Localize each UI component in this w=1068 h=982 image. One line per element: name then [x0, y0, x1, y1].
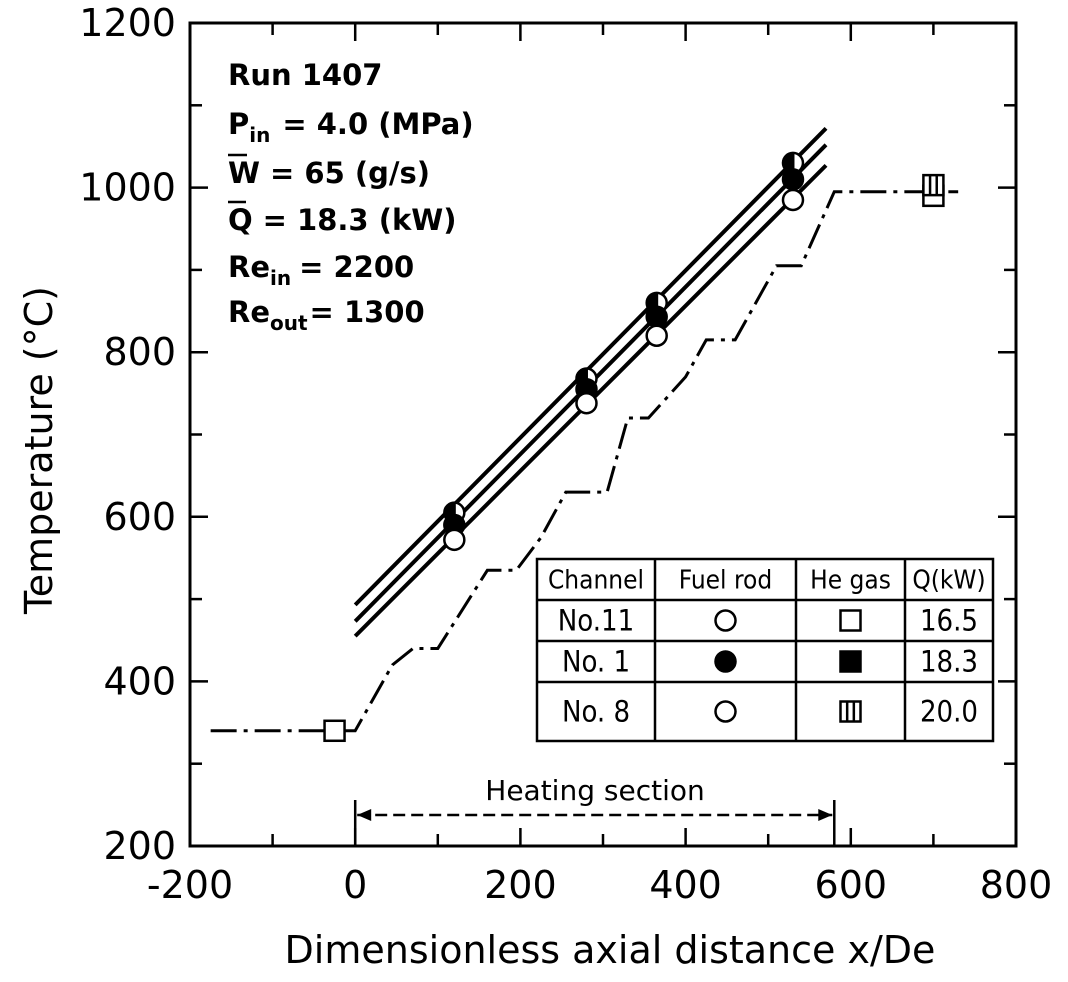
reout-label: Re: [228, 295, 270, 329]
legend-header-cell: Fuel rod: [679, 566, 772, 596]
rein-value: = 2200: [299, 250, 414, 284]
legend-channel-cell: No.11: [558, 604, 634, 638]
pin-value: = 4.0 (MPa): [282, 107, 473, 141]
data-markers: [323, 151, 945, 743]
rein-line: Rein = 2200: [228, 250, 414, 290]
q-value: = 18.3 (kW): [263, 203, 457, 237]
legend-gas-marker: [839, 609, 862, 632]
x-tick-label: -200: [147, 863, 233, 907]
legend-fuel-marker: [714, 700, 737, 723]
legend-header-cell: Channel: [548, 566, 644, 596]
reout-sub: out: [270, 311, 308, 335]
reout-value: = 1300: [310, 295, 425, 329]
heating-section-arrowhead-left: [357, 809, 372, 821]
pin-label: P: [228, 107, 249, 141]
he-gas-point: [922, 173, 945, 197]
legend-table-border: [535, 557, 995, 743]
pin-line: Pin = 4.0 (MPa): [228, 107, 474, 147]
y-tick-label: 600: [103, 495, 176, 539]
legend-q-cell: 20.0: [920, 695, 978, 729]
legend-channel-cell: No. 8: [562, 695, 630, 729]
rein-sub: in: [270, 266, 291, 290]
q-line: Q = 18.3 (kW): [228, 203, 456, 237]
x-tick-label: 800: [980, 863, 1053, 907]
heating-section-label: Heating section: [485, 774, 704, 807]
legend-table: Channel Fuel rod He gas Q(kW) No.11 16.5 No. 1…: [535, 557, 995, 743]
he-gas-point: [323, 719, 346, 743]
legend-fuel-marker: [714, 650, 737, 673]
run-label: Run 1407: [228, 58, 382, 92]
y-tick-label: 1000: [79, 166, 176, 210]
x-tick-label: 200: [484, 863, 557, 907]
legend-fuel-marker: [714, 609, 737, 632]
rein-label: Re: [228, 250, 270, 284]
y-tick-label: 800: [103, 330, 176, 374]
tick-labels: -200 0 200 400 600 800 200 400 600 800 1000 1200: [79, 1, 1052, 907]
legend-gas-marker: [839, 700, 862, 723]
heating-section-marker: Heating section: [353, 774, 836, 846]
fuel-rod-fit-line: [353, 126, 828, 607]
fuel-rod-point: [645, 324, 668, 347]
w-value: = 65 (g/s): [270, 156, 430, 190]
y-tick-label: 1200: [79, 1, 176, 45]
fuel-rod-point: [781, 168, 805, 191]
fuel-rod-point: [575, 391, 598, 415]
he-gas-calc-line: [210, 190, 959, 733]
y-tick-label: 200: [103, 824, 176, 868]
x-axis-label: Dimensionless axial distance x/De: [285, 928, 936, 972]
legend-header-cell: He gas: [810, 566, 891, 596]
legend-channel-cell: No. 1: [562, 645, 630, 679]
heating-section-arrowhead-right: [818, 809, 833, 821]
fuel-rod-point: [443, 528, 466, 552]
fuel-rod-point: [645, 305, 668, 329]
y-axis-label: Temperature (°C): [17, 286, 61, 615]
run-conditions-annotation: Run 1407 Pin = 4.0 (MPa) W = 65 (g/s) Q = 1…: [228, 58, 474, 335]
legend-gas-marker: [839, 650, 862, 673]
w-label: W: [228, 156, 260, 190]
fuel-rod-point: [781, 151, 805, 175]
w-line: W = 65 (g/s): [228, 156, 430, 190]
legend-header-cell: Q(kW): [912, 566, 985, 596]
y-tick-label: 400: [103, 659, 176, 703]
x-tick-label: 600: [815, 863, 888, 907]
x-tick-label: 0: [343, 863, 367, 907]
ticks: [188, 21, 1018, 848]
x-tick-label: 400: [649, 863, 722, 907]
q-label: Q: [228, 203, 253, 237]
legend-q-cell: 18.3: [920, 645, 978, 679]
legend-q-cell: 16.5: [920, 604, 978, 638]
fuel-rod-point: [781, 188, 805, 212]
pin-sub: in: [249, 123, 270, 147]
reout-line: Reout= 1300: [228, 295, 425, 335]
